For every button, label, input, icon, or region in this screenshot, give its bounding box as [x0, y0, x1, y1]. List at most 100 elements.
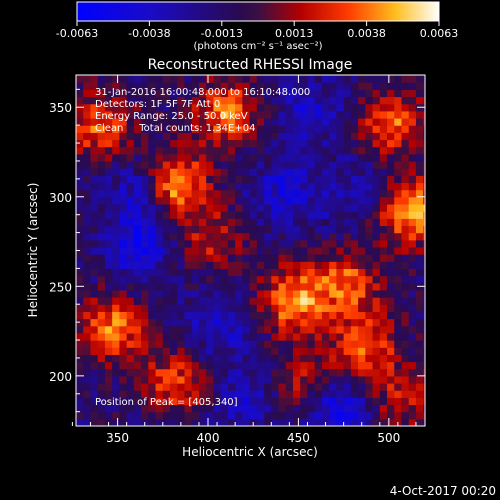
heatmap-pixel [264, 82, 272, 90]
heatmap-pixel [97, 411, 106, 420]
heatmap-pixel [401, 239, 410, 248]
heatmap-pixel [423, 347, 425, 355]
heatmap-pixel [104, 289, 113, 298]
heatmap-pixel [227, 418, 236, 426]
heatmap-pixel [141, 125, 149, 133]
heatmap-pixel [177, 110, 186, 119]
heatmap-pixel [423, 153, 425, 162]
heatmap-pixel [358, 246, 366, 255]
heatmap-pixel [321, 182, 330, 191]
heatmap-pixel [379, 89, 388, 98]
heatmap-pixel [358, 254, 366, 262]
heatmap-pixel [343, 383, 352, 391]
heatmap-pixel [307, 117, 316, 126]
heatmap-pixel [83, 82, 92, 90]
heatmap-pixel [112, 189, 120, 198]
heatmap-pixel [170, 103, 178, 112]
heatmap-pixel [133, 160, 142, 169]
heatmap-pixel [408, 411, 417, 420]
heatmap-pixel [408, 361, 417, 370]
heatmap-pixel [358, 225, 366, 234]
heatmap-pixel [220, 146, 229, 155]
heatmap-pixel [184, 246, 193, 255]
heatmap-pixel [198, 103, 207, 112]
heatmap-pixel [191, 175, 200, 184]
heatmap-pixel [264, 182, 272, 191]
heatmap-pixel [271, 354, 280, 363]
heatmap-pixel [343, 117, 352, 126]
heatmap-pixel [300, 168, 309, 176]
heatmap-pixel [343, 125, 352, 133]
heatmap-pixel [372, 232, 381, 241]
heatmap-pixel [220, 239, 229, 248]
heatmap-pixel [249, 189, 258, 198]
heatmap-pixel [162, 96, 171, 105]
heatmap-pixel [198, 354, 207, 363]
heatmap-pixel [177, 218, 186, 227]
heatmap-pixel [191, 139, 200, 148]
heatmap-pixel [256, 175, 265, 184]
heatmap-pixel [343, 282, 352, 291]
heatmap-pixel [321, 189, 330, 198]
heatmap-pixel [292, 89, 301, 98]
heatmap-pixel [408, 82, 417, 90]
heatmap-pixel [227, 297, 236, 305]
heatmap-pixel [249, 89, 258, 98]
heatmap-pixel [155, 254, 164, 262]
heatmap-pixel [76, 361, 84, 370]
energy-range-text: Energy Range: 25.0 - 50.0 keV [95, 111, 248, 122]
heatmap-pixel [97, 383, 106, 391]
heatmap-pixel [162, 203, 171, 212]
heatmap-pixel [220, 354, 229, 363]
heatmap-pixel [401, 103, 410, 112]
heatmap-pixel [235, 211, 243, 219]
heatmap-pixel [126, 168, 135, 176]
heatmap-pixel [292, 153, 301, 162]
heatmap-pixel [343, 232, 352, 241]
heatmap-pixel [350, 175, 359, 184]
heatmap-pixel [242, 175, 251, 184]
heatmap-pixel [198, 297, 207, 305]
heatmap-pixel [97, 82, 106, 90]
heatmap-pixel [249, 139, 258, 148]
heatmap-pixel [379, 211, 388, 219]
heatmap-pixel [191, 75, 200, 83]
heatmap-pixel [329, 261, 337, 270]
heatmap-pixel [394, 117, 403, 126]
heatmap-pixel [220, 132, 229, 141]
heatmap-pixel [206, 404, 215, 413]
heatmap-pixel [329, 125, 337, 133]
heatmap-pixel [329, 311, 337, 320]
heatmap-pixel [97, 289, 106, 298]
heatmap-pixel [358, 211, 366, 219]
heatmap-pixel [292, 282, 301, 291]
heatmap-pixel [97, 254, 106, 262]
heatmap-pixel [278, 404, 287, 413]
heatmap-pixel [278, 368, 287, 377]
heatmap-pixel [365, 340, 374, 348]
heatmap-pixel [83, 318, 92, 327]
heatmap-pixel [401, 110, 410, 119]
heatmap-pixel [242, 297, 251, 305]
heatmap-pixel [300, 211, 309, 219]
heatmap-pixel [423, 96, 425, 105]
heatmap-pixel [235, 282, 243, 291]
heatmap-pixel [242, 82, 251, 90]
heatmap-pixel [343, 289, 352, 298]
heatmap-pixel [170, 418, 178, 426]
heatmap-pixel [155, 110, 164, 119]
heatmap-pixel [242, 318, 251, 327]
heatmap-pixel [141, 297, 149, 305]
heatmap-pixel [198, 82, 207, 90]
heatmap-pixel [350, 268, 359, 277]
heatmap-pixel [350, 340, 359, 348]
heatmap-pixel [198, 340, 207, 348]
heatmap-pixel [148, 375, 157, 384]
heatmap-pixel [379, 182, 388, 191]
heatmap-pixel [235, 332, 243, 341]
heatmap-pixel [198, 75, 207, 83]
heatmap-pixel [90, 368, 99, 377]
heatmap-pixel [408, 261, 417, 270]
heatmap-pixel [155, 375, 164, 384]
heatmap-pixel [227, 347, 236, 355]
